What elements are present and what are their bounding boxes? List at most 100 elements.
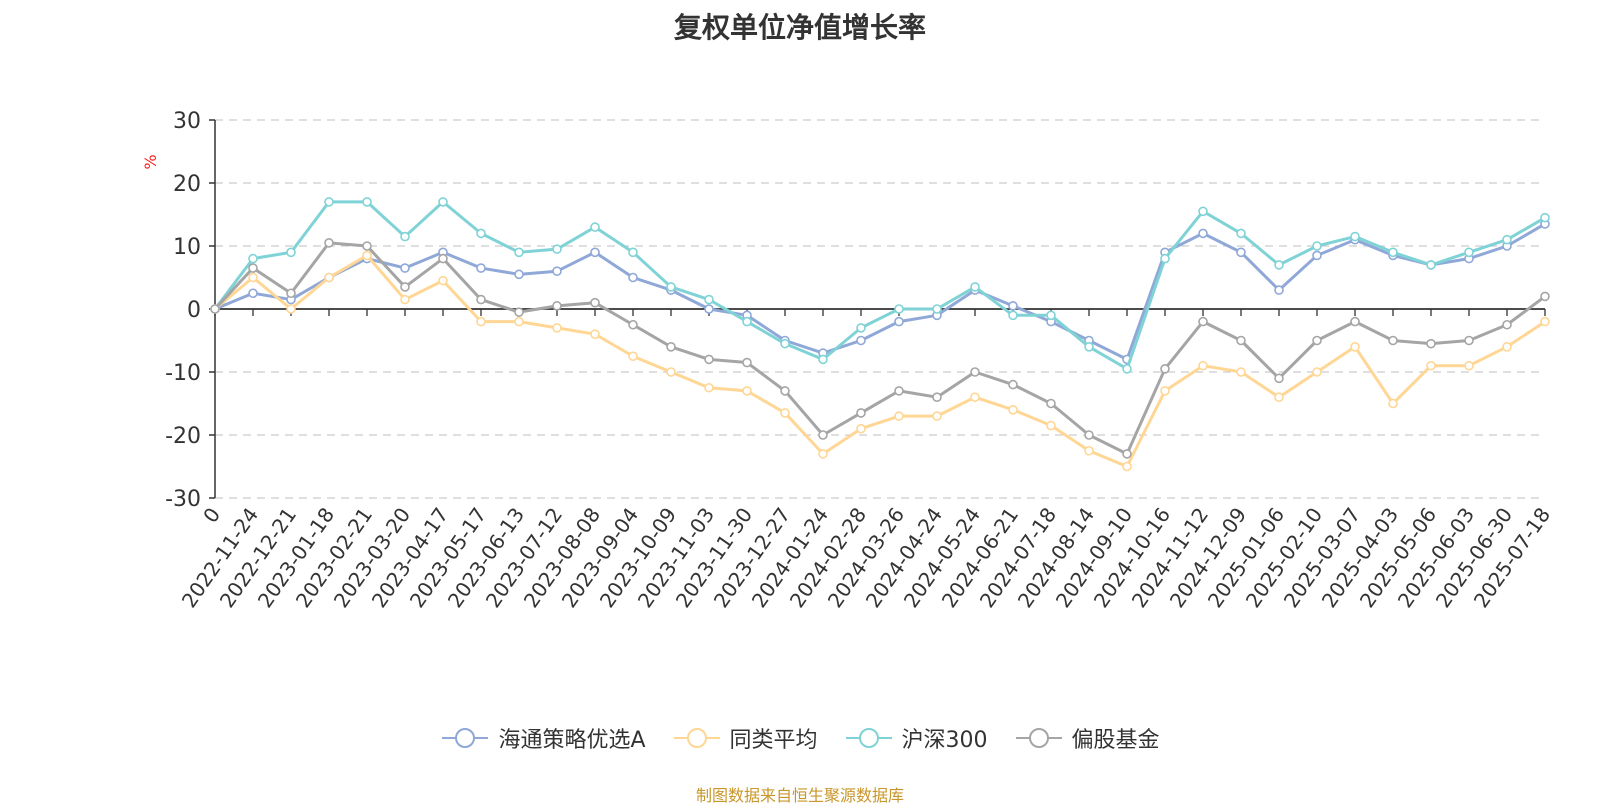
data-point (552, 301, 562, 311)
data-point (590, 297, 600, 308)
data-point (742, 357, 752, 368)
y-tick-label: -10 (165, 361, 201, 386)
data-point (704, 354, 714, 365)
data-point (628, 272, 638, 283)
series-1 (210, 250, 1550, 472)
data-point (932, 411, 942, 421)
series-line (213, 200, 1547, 371)
data-point (1274, 260, 1284, 270)
data-point (1198, 228, 1208, 239)
y-tick-label: -30 (165, 487, 201, 512)
data-point (1502, 234, 1512, 245)
data-point (1122, 449, 1132, 459)
data-point (742, 316, 752, 327)
data-point (248, 263, 258, 273)
series-line (213, 222, 1547, 361)
data-point (1540, 316, 1550, 327)
legend-swatch-icon (845, 728, 892, 748)
legend-item[interactable]: 同类平均 (672, 722, 818, 754)
source-note: 制图数据来自恒生聚源数据库 (695, 786, 904, 805)
data-point (856, 423, 866, 434)
data-point (514, 307, 524, 317)
data-point (894, 386, 904, 396)
legend[interactable]: 海通策略优选A 同类平均 沪深300 偏股基金 (0, 722, 1600, 754)
data-point (1388, 335, 1398, 346)
legend-item[interactable]: 海通策略优选A (440, 722, 646, 754)
data-point (1122, 461, 1132, 472)
data-point (476, 263, 486, 273)
data-point (1198, 360, 1208, 371)
legend-label: 海通策略优选A (498, 728, 646, 753)
data-point (476, 294, 486, 305)
data-point (590, 329, 600, 340)
data-point (552, 266, 562, 277)
data-point (1198, 206, 1208, 217)
data-point (362, 241, 372, 251)
series-line (213, 253, 1547, 468)
data-point (1236, 335, 1246, 346)
y-tick-label: -20 (165, 424, 201, 449)
y-tick-label: 20 (173, 172, 201, 197)
data-point (1274, 285, 1284, 295)
data-point (1464, 335, 1474, 346)
data-point (1008, 404, 1018, 415)
data-point (1312, 241, 1322, 251)
data-point (1046, 310, 1056, 321)
legend-label: 同类平均 (729, 728, 818, 753)
data-point (286, 288, 296, 299)
data-point (476, 316, 486, 327)
data-point (1274, 373, 1284, 384)
data-point (1464, 360, 1474, 371)
data-point (514, 247, 524, 258)
x-tick-label: 0 (198, 503, 225, 527)
legend-label: 沪深300 (901, 728, 988, 753)
data-point (1122, 364, 1132, 374)
data-point (1046, 398, 1056, 409)
data-point (1160, 364, 1170, 374)
data-point (1046, 420, 1056, 431)
data-point (248, 288, 258, 299)
data-point (1426, 260, 1436, 270)
data-point (1084, 430, 1094, 440)
data-point (476, 228, 486, 239)
legend-item[interactable]: 偏股基金 (1014, 722, 1160, 754)
data-point (1502, 319, 1512, 330)
data-point (704, 382, 714, 393)
data-point (400, 231, 410, 242)
series-0 (210, 219, 1550, 365)
data-point (1084, 341, 1094, 352)
series-3 (210, 238, 1550, 459)
data-point (438, 197, 448, 207)
data-point (362, 250, 372, 261)
data-point (894, 316, 904, 327)
data-point (1388, 398, 1398, 409)
data-point (1540, 212, 1550, 223)
y-tick-label: 10 (173, 235, 201, 260)
data-point (742, 386, 752, 396)
data-point (1350, 231, 1360, 242)
legend-swatch-icon (1015, 728, 1062, 748)
data-point (1236, 228, 1246, 239)
data-point (438, 275, 448, 286)
data-point (552, 323, 562, 333)
data-point (970, 392, 980, 403)
data-point (704, 294, 714, 305)
data-point (1350, 316, 1360, 327)
data-point (248, 272, 258, 283)
data-point (324, 238, 334, 248)
legend-swatch-icon (442, 728, 489, 748)
data-point (894, 411, 904, 421)
data-point (1274, 392, 1284, 403)
y-tick-label: 30 (173, 109, 201, 134)
y-tick-label: 0 (187, 298, 201, 323)
data-point (1198, 316, 1208, 327)
data-point (248, 253, 258, 264)
data-point (1502, 341, 1512, 352)
data-point (1236, 367, 1246, 377)
data-point (514, 269, 524, 280)
legend-item[interactable]: 沪深300 (844, 722, 988, 754)
data-point (438, 253, 448, 264)
legend-label: 偏股基金 (1071, 728, 1160, 753)
data-point (400, 282, 410, 292)
data-point (1350, 341, 1360, 352)
